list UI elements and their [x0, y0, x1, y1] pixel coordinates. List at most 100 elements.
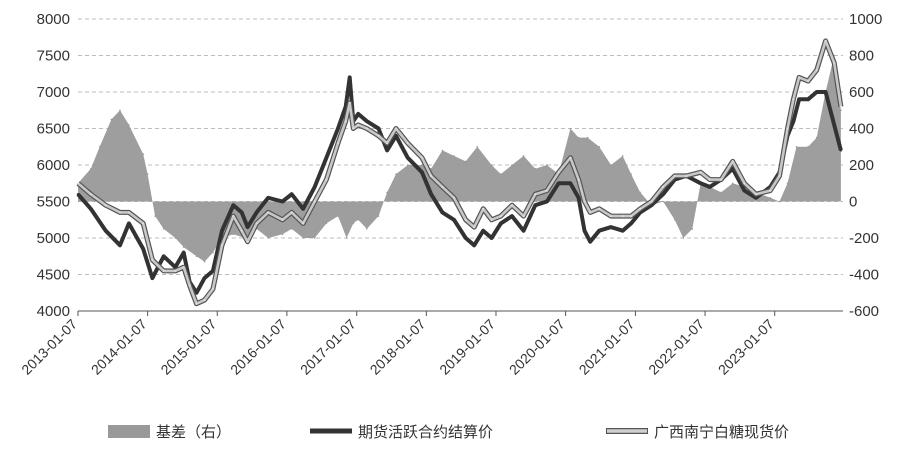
y-right-tick-label: -200 — [849, 230, 879, 247]
futures-point — [162, 255, 165, 258]
futures-point — [699, 182, 702, 185]
spot-point — [731, 160, 734, 163]
basis-point — [98, 146, 101, 148]
basis-point — [441, 149, 444, 152]
y-right-tick-label: 600 — [849, 84, 874, 101]
futures-point — [743, 189, 746, 192]
spot-point — [406, 142, 409, 145]
futures-point — [589, 240, 592, 243]
futures-point — [246, 225, 249, 229]
spot-point — [685, 174, 688, 177]
futures-point — [127, 222, 131, 225]
spot-point — [662, 185, 665, 188]
y-right-tick-label: 0 — [849, 194, 857, 211]
basis-point — [464, 160, 467, 163]
spot-point — [473, 226, 476, 229]
basis-point — [162, 228, 165, 230]
legend-label-spot: 广西南宁白糖现货价 — [654, 424, 789, 441]
futures-point — [429, 193, 433, 196]
left-axis-ticks: 8000 7500 7000 6500 6000 5500 5000 4500 4000 — [37, 11, 70, 320]
spot-point — [365, 127, 368, 130]
spot-point — [395, 127, 397, 130]
spot-point — [557, 171, 560, 174]
spot-point — [430, 174, 433, 177]
basis-point — [786, 182, 789, 185]
spot-point — [344, 120, 347, 123]
spot-point — [127, 211, 130, 214]
x-tick-label: 2021-01-07 — [576, 316, 638, 378]
spot-point — [545, 189, 548, 192]
x-axis-ticks: 2013-01-07 2014-01-07 2015-01-07 2016-01-07… — [18, 316, 777, 378]
spot-point — [352, 127, 355, 130]
spot-point — [598, 207, 601, 210]
basis-point — [795, 146, 798, 148]
x-tick-label: 2013-01-07 — [18, 316, 80, 378]
futures-point — [569, 182, 572, 185]
spot-point — [482, 207, 485, 210]
basis-point — [128, 124, 130, 126]
legend-label-basis: 基差（右） — [156, 424, 231, 441]
futures-point — [76, 193, 80, 196]
spot-point — [630, 215, 633, 218]
futures-point — [510, 214, 514, 218]
basis-point — [174, 237, 177, 239]
basis-point — [146, 173, 149, 175]
spot-point — [174, 269, 177, 272]
basis-point — [195, 255, 198, 258]
spot-point — [119, 211, 121, 214]
basis-point — [212, 251, 214, 254]
x-tick-label: 2016-01-07 — [227, 316, 289, 378]
basis-point — [267, 237, 270, 239]
basis-point — [490, 164, 493, 166]
y-left-tick-label: 6500 — [37, 121, 70, 138]
spot-point — [211, 288, 214, 291]
futures-point — [174, 266, 177, 269]
basis-point — [476, 146, 479, 148]
spot-point — [807, 80, 810, 83]
x-tick-label: 2019-01-07 — [436, 316, 498, 378]
spot-point — [377, 134, 380, 137]
futures-point — [182, 251, 185, 254]
y-left-tick-label: 7500 — [37, 48, 70, 65]
spot-point — [246, 240, 249, 243]
y-right-tick-label: 200 — [849, 157, 874, 174]
basis-point — [313, 237, 316, 239]
y-right-tick-label: 800 — [849, 48, 874, 65]
basis-point — [840, 109, 842, 112]
spot-point — [650, 200, 653, 203]
basis-point — [281, 233, 284, 236]
basis-point — [386, 191, 388, 194]
spot-point — [534, 193, 537, 196]
futures-point — [290, 193, 293, 196]
basis-point — [586, 136, 589, 139]
spot-point — [386, 142, 389, 145]
futures-point — [806, 98, 810, 101]
spot-point — [824, 39, 827, 42]
spot-point — [792, 98, 795, 101]
spot-point — [708, 178, 711, 181]
basis-point — [769, 197, 772, 199]
futures-point — [557, 182, 560, 185]
y-left-tick-label: 4500 — [37, 267, 70, 284]
futures-point — [203, 276, 206, 280]
spot-point — [490, 218, 493, 221]
spot-point — [77, 182, 79, 185]
spot-point — [142, 222, 145, 225]
basis-point — [421, 164, 423, 166]
spot-point — [589, 211, 592, 214]
spot-point — [182, 266, 185, 269]
spot-point — [786, 127, 789, 130]
basis-point — [598, 146, 600, 148]
x-tick-label: 2014-01-07 — [88, 316, 150, 378]
legend-item-basis: 基差（右） — [108, 424, 231, 441]
futures-point — [545, 200, 549, 203]
basis-point — [154, 215, 156, 217]
x-tick-label: 2017-01-07 — [297, 316, 359, 378]
spot-point — [348, 101, 351, 104]
axes-layer — [77, 310, 843, 316]
spot-point — [240, 229, 243, 232]
basis-point — [569, 127, 572, 130]
futures-point — [325, 156, 328, 159]
futures-point — [583, 229, 586, 232]
